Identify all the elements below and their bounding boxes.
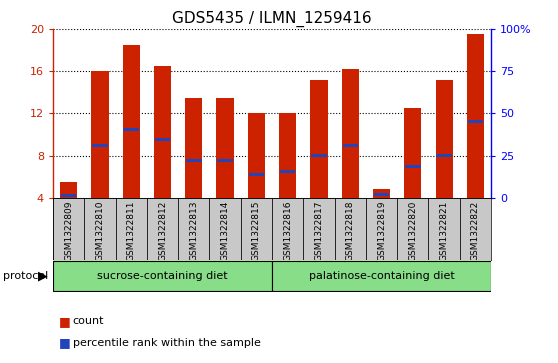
Bar	[335, 198, 366, 260]
Bar	[185, 98, 203, 198]
Bar	[61, 194, 76, 197]
Bar	[279, 113, 296, 198]
Bar	[373, 189, 390, 198]
Bar	[147, 198, 178, 260]
Text: GSM1322821: GSM1322821	[440, 201, 449, 261]
Bar	[304, 198, 335, 260]
Bar	[218, 159, 233, 162]
Bar	[435, 79, 453, 198]
Bar	[84, 198, 116, 260]
Bar	[123, 128, 139, 131]
Bar	[154, 66, 171, 198]
Text: GSM1322814: GSM1322814	[220, 201, 229, 261]
Bar	[311, 154, 326, 157]
Bar	[209, 198, 240, 260]
Text: palatinose-containing diet: palatinose-containing diet	[309, 271, 454, 281]
Text: GSM1322815: GSM1322815	[252, 201, 261, 261]
Text: GSM1322820: GSM1322820	[408, 201, 417, 261]
Bar	[405, 165, 421, 168]
Bar	[116, 198, 147, 260]
Bar	[248, 113, 265, 198]
Text: GDS5435 / ILMN_1259416: GDS5435 / ILMN_1259416	[172, 11, 372, 27]
Text: ■: ■	[59, 315, 70, 328]
Text: sucrose-containing diet: sucrose-containing diet	[97, 271, 228, 281]
Bar	[240, 198, 272, 260]
Text: ▶: ▶	[38, 269, 47, 282]
Bar	[53, 261, 272, 290]
Bar	[178, 198, 209, 260]
Bar	[53, 198, 84, 260]
Text: GSM1322817: GSM1322817	[315, 201, 324, 261]
Bar	[374, 193, 389, 196]
Bar	[60, 182, 77, 198]
Bar	[123, 45, 140, 198]
Text: GSM1322810: GSM1322810	[95, 201, 104, 261]
Text: GSM1322813: GSM1322813	[189, 201, 198, 261]
Text: GSM1322812: GSM1322812	[158, 201, 167, 261]
Bar	[404, 108, 421, 198]
Bar	[280, 170, 295, 173]
Bar	[366, 198, 397, 260]
Bar	[155, 138, 170, 141]
Text: GSM1322818: GSM1322818	[346, 201, 355, 261]
Bar	[467, 34, 484, 198]
Text: GSM1322816: GSM1322816	[283, 201, 292, 261]
Bar	[186, 159, 201, 162]
Text: percentile rank within the sample: percentile rank within the sample	[73, 338, 261, 348]
Bar	[343, 144, 358, 147]
Text: GSM1322822: GSM1322822	[471, 201, 480, 261]
Bar	[310, 79, 328, 198]
Text: GSM1322809: GSM1322809	[64, 201, 73, 261]
Bar	[436, 154, 452, 157]
Bar	[272, 261, 491, 290]
Text: count: count	[73, 316, 104, 326]
Bar	[397, 198, 429, 260]
Text: protocol: protocol	[3, 271, 48, 281]
Text: GSM1322811: GSM1322811	[127, 201, 136, 261]
Bar	[341, 69, 359, 198]
Bar	[249, 173, 264, 176]
Text: GSM1322819: GSM1322819	[377, 201, 386, 261]
Bar	[429, 198, 460, 260]
Bar	[92, 71, 109, 198]
Bar	[272, 198, 304, 260]
Text: ■: ■	[59, 337, 70, 350]
Bar	[460, 198, 491, 260]
Bar	[468, 121, 483, 123]
Bar	[92, 144, 108, 147]
Bar	[217, 98, 234, 198]
